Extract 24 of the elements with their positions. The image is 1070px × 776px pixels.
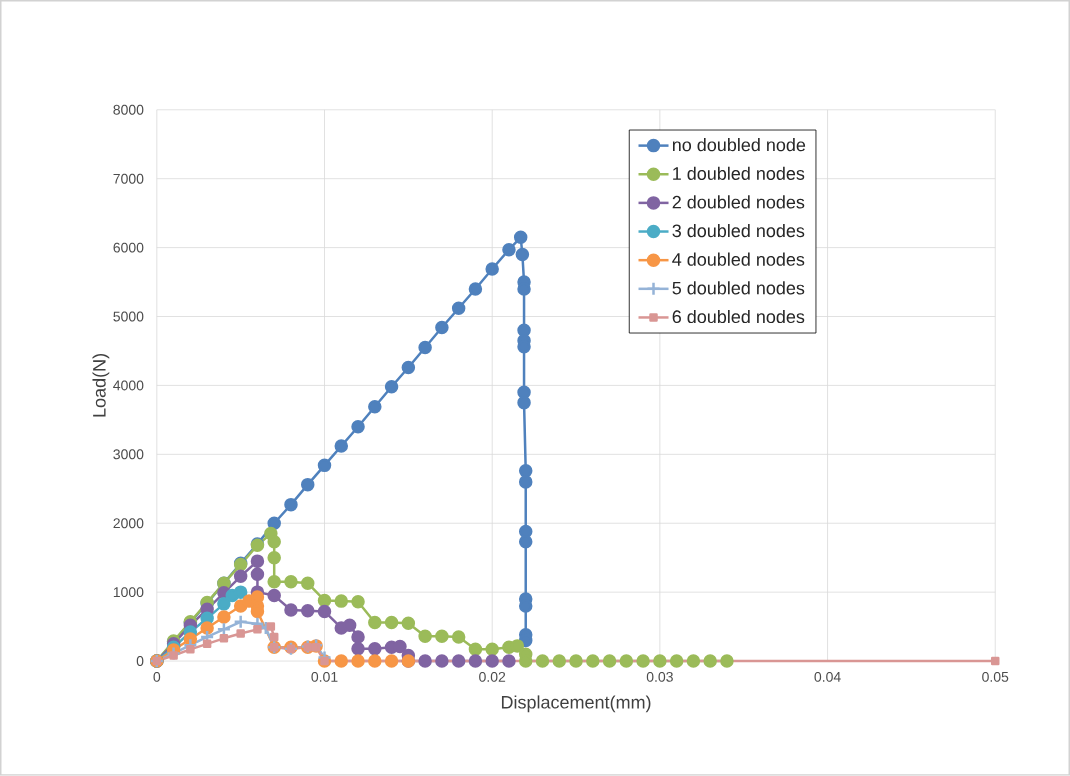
y-tick-label: 0 — [136, 656, 144, 667]
legend-label: no doubled node — [672, 138, 806, 152]
y-tick-label: 1000 — [113, 587, 144, 598]
legend-label: 2 doubled nodes — [672, 195, 805, 209]
legend-label: 1 doubled nodes — [673, 166, 805, 180]
y-tick-label: 6000 — [113, 242, 144, 253]
x-tick-label: 0.04 — [814, 671, 841, 682]
x-tick-label: 0.01 — [311, 671, 338, 682]
legend-label: 3 doubled nodes — [672, 224, 805, 238]
y-tick-label: 7000 — [113, 173, 144, 184]
y-axis-title: Load(N) — [92, 354, 110, 417]
x-axis-title: Displacement(mm) — [501, 695, 651, 713]
y-tick-label: 5000 — [113, 311, 144, 322]
x-tick-label: 0.02 — [479, 671, 506, 682]
y-tick-label: 3000 — [113, 449, 144, 460]
y-tick-label: 8000 — [113, 104, 144, 115]
legend-label: 6 doubled nodes — [672, 309, 805, 324]
x-tick-label: 0.05 — [982, 671, 1009, 682]
legend-label: 5 doubled nodes — [672, 281, 805, 295]
y-tick-label: 4000 — [113, 380, 144, 391]
x-tick-label: 0 — [153, 671, 161, 682]
x-tick-label: 0.03 — [646, 671, 673, 682]
y-tick-label: 2000 — [113, 518, 144, 529]
legend-label: 4 doubled nodes — [672, 252, 805, 266]
